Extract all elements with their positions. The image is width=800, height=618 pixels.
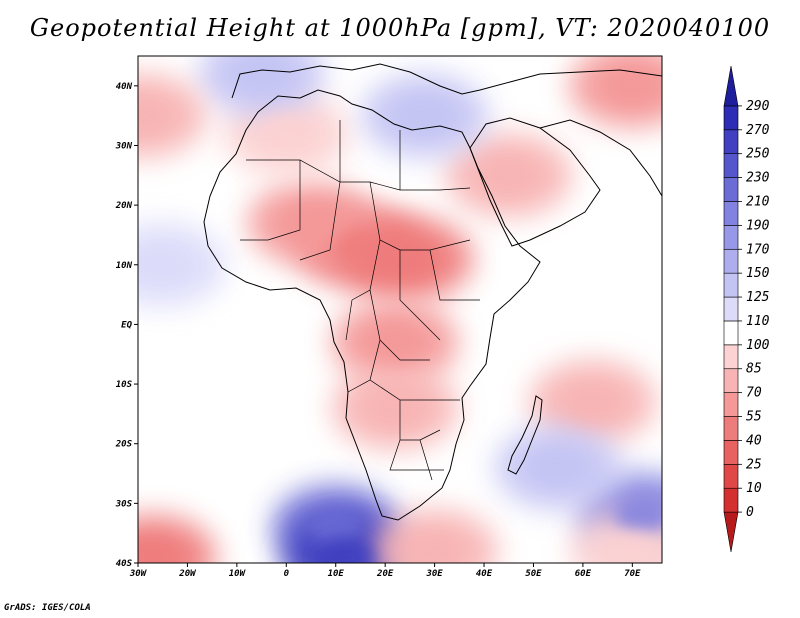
x-tick-label: 50E	[525, 569, 542, 579]
y-tick-label: 30N	[115, 141, 133, 151]
field-core	[318, 538, 373, 563]
field-core	[367, 389, 423, 427]
y-tick-label: 40N	[116, 82, 133, 92]
colorbar-label: 110	[746, 314, 770, 329]
colorbar-label: 0	[746, 505, 754, 520]
chart-title: Geopotential Height at 1000hPa [gpm], VT…	[29, 14, 771, 42]
colorbar-label: 170	[746, 242, 770, 257]
colorbar-bin	[723, 201, 739, 226]
y-tick-label: 20N	[115, 201, 133, 211]
colorbar-bin	[723, 464, 739, 489]
y-tick-label: 40S	[116, 559, 133, 569]
colorbar-bin	[723, 65, 739, 107]
x-tick-label: 0	[284, 569, 290, 579]
coastlines	[203, 63, 662, 521]
geopotential-field	[138, 56, 662, 563]
y-tick-label: 20S	[115, 440, 133, 450]
grads-credit: GrADS: IGES/COLA	[4, 603, 91, 613]
axis-ticks: 30W 20W 10W 0 10E 20E 30E 40E 50E 60E 70E 40N 30N 20N…	[115, 82, 641, 579]
field-core	[367, 323, 423, 362]
colorbar-bin	[723, 440, 739, 465]
x-tick-label: 20E	[376, 569, 394, 579]
x-tick-label: 30W	[129, 569, 148, 579]
colorbar-label: 230	[746, 171, 770, 186]
europe-outline	[231, 63, 662, 99]
plot-frame	[137, 55, 663, 564]
field-core	[138, 538, 181, 563]
colorbar-label: 125	[746, 290, 770, 305]
colorbar-label: 70	[746, 386, 762, 401]
colorbar-bin	[723, 320, 739, 346]
field-core	[530, 448, 586, 487]
x-tick-label: 10W	[229, 569, 247, 579]
colorbar-bin	[723, 225, 739, 250]
y-tick-label: 10N	[116, 261, 133, 271]
field-core	[407, 532, 462, 563]
colorbar-bin	[723, 344, 739, 370]
colorbar-bin	[723, 105, 739, 131]
colorbar-label: 55	[746, 410, 762, 425]
country-borders	[240, 120, 480, 481]
colorbar-label: 210	[746, 194, 770, 209]
colorbar-label: 40	[746, 433, 762, 448]
colorbar-bin	[723, 177, 739, 202]
x-tick-label: 30E	[425, 569, 443, 579]
colorbar: 0 10 25 40 55 70 85 100 110 125 150 170 190 210 230 250…	[723, 65, 770, 553]
y-tick-label: 30S	[115, 499, 133, 509]
colorbar-label: 290	[746, 99, 770, 114]
field-core	[259, 114, 314, 153]
madagascar-outline	[507, 395, 543, 475]
field-core	[234, 56, 289, 93]
field-core	[333, 227, 388, 266]
colorbar-bin	[723, 248, 739, 274]
colorbar-label: 25	[746, 457, 762, 472]
africa-outline	[203, 89, 541, 521]
colorbar-bin	[723, 368, 739, 393]
field-cell	[138, 73, 206, 158]
field-core	[481, 156, 537, 195]
colorbar-bin	[723, 153, 739, 178]
field-core	[382, 239, 438, 278]
x-tick-label: 20W	[178, 569, 197, 579]
colorbar-label: 250	[746, 147, 770, 162]
colorbar-label: 150	[746, 266, 770, 281]
colorbar-bin	[723, 416, 739, 441]
colorbar-label: 100	[746, 338, 770, 353]
field-core	[283, 204, 339, 242]
colorbar-bin	[723, 392, 739, 417]
colorbar-bin	[723, 296, 739, 322]
field-core	[605, 66, 660, 105]
x-tick-label: 40E	[476, 569, 493, 579]
colorbar-bin	[723, 129, 739, 154]
field-core	[397, 96, 453, 135]
x-tick-label: 10E	[328, 569, 345, 579]
arabia-outline	[469, 117, 601, 247]
y-tick-label: EQ	[121, 320, 132, 330]
colorbar-label: 270	[746, 123, 770, 138]
x-tick-label: 70E	[624, 569, 641, 579]
y-tick-label: 10S	[116, 380, 133, 390]
field-core	[138, 245, 191, 284]
colorbar-bin	[723, 272, 739, 298]
x-tick-label: 60E	[575, 569, 592, 579]
colorbar-label: 10	[746, 481, 762, 496]
field-core	[614, 496, 662, 535]
colorbar-label: 85	[746, 362, 762, 377]
field-core	[605, 532, 660, 563]
field-core	[308, 508, 364, 547]
colorbar-label: 190	[746, 218, 770, 233]
colorbar-bin	[723, 487, 739, 513]
field-core	[565, 383, 621, 421]
colorbar-bin	[723, 511, 739, 553]
field-core	[138, 96, 171, 135]
iran-india-outline	[539, 119, 662, 197]
